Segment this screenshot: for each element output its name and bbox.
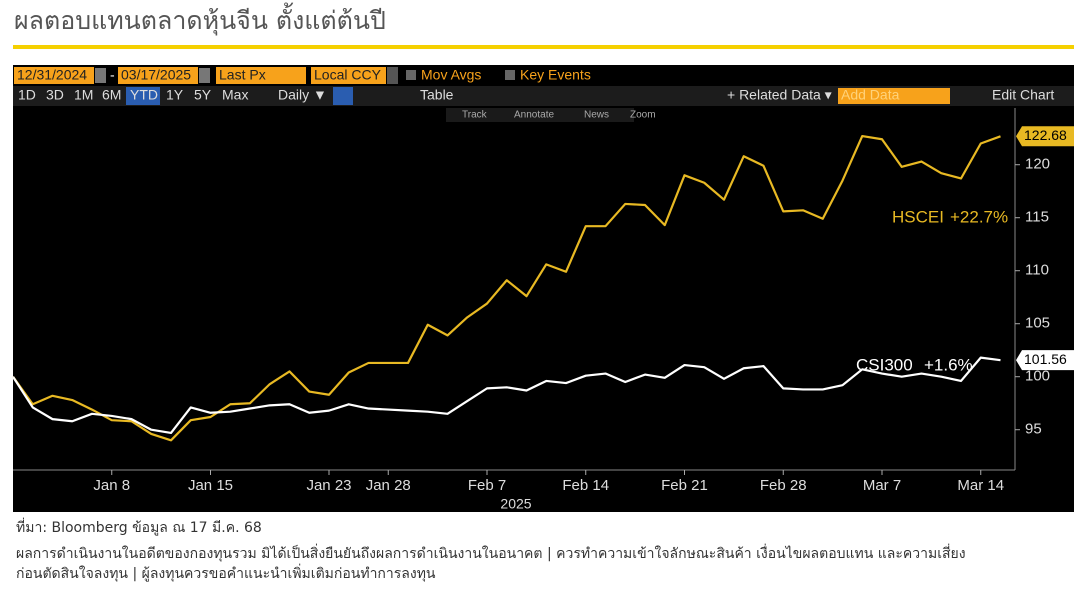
mov-avgs[interactable]: Mov Avgs xyxy=(421,67,481,83)
x-axis-label: 2025 xyxy=(500,496,531,512)
series-name: HSCEI xyxy=(892,207,944,226)
page-title: ผลตอบแทนตลาดหุ้นจีน ตั้งแต่ต้นปี xyxy=(14,2,386,36)
period-button[interactable]: 1Y xyxy=(166,87,184,103)
y-tick-label: 100 xyxy=(1025,368,1050,385)
series-line xyxy=(12,356,1001,434)
field-label: Last Px xyxy=(219,67,266,83)
y-tick-label: 95 xyxy=(1025,421,1042,438)
date-separator: - xyxy=(110,67,115,83)
edit-chart[interactable]: Edit Chart xyxy=(992,87,1054,103)
last-value-label: 101.56 xyxy=(1024,351,1067,367)
x-tick-label: Mar 7 xyxy=(863,477,901,494)
start-date-field[interactable] xyxy=(14,67,94,84)
table-button[interactable]: Table xyxy=(420,87,454,103)
currency-label: Local CCY xyxy=(314,67,382,83)
key-events[interactable]: Key Events xyxy=(520,67,591,83)
period-button[interactable]: YTD xyxy=(130,87,158,103)
x-tick-label: Jan 15 xyxy=(188,477,233,494)
tool-button[interactable]: Annotate xyxy=(514,110,554,121)
currency-dropdown[interactable] xyxy=(387,67,398,84)
period-button[interactable]: 1D xyxy=(18,87,36,103)
end-date-field[interactable] xyxy=(118,67,198,84)
tool-button[interactable]: Zoom xyxy=(630,110,656,121)
y-tick-label: 115 xyxy=(1025,209,1049,226)
add-data: Add Data xyxy=(841,87,900,103)
period-selected xyxy=(126,87,160,105)
calendar-icon[interactable] xyxy=(199,68,210,83)
x-tick-label: Jan 23 xyxy=(306,477,351,494)
x-tick-label: Jan 8 xyxy=(93,477,130,494)
period-button[interactable]: 6M xyxy=(102,87,121,103)
checkbox[interactable] xyxy=(406,70,416,80)
tool-button[interactable]: Track xyxy=(462,110,488,121)
series-line xyxy=(12,134,1001,442)
frequency[interactable]: Daily ▼ xyxy=(278,87,327,103)
x-tick-label: Jan 28 xyxy=(366,477,411,494)
toolbar-row-1: 12/31/2024 - 03/17/2025 Last Px Local CC… xyxy=(14,67,591,84)
calendar-icon[interactable] xyxy=(95,68,106,83)
last-value-label: 122.68 xyxy=(1024,127,1067,143)
series-name: CSI300 xyxy=(856,355,913,374)
checkbox[interactable] xyxy=(505,70,515,80)
field-select[interactable] xyxy=(216,67,306,84)
toolbar-row-2 xyxy=(13,86,1074,106)
chart-panel xyxy=(13,65,1074,512)
tool-button[interactable]: News xyxy=(584,110,609,121)
x-tick-label: Feb 21 xyxy=(661,477,708,494)
y-tick-label: 110 xyxy=(1025,262,1049,279)
toolbar-row-2-items: Daily ▼ Table + Related Data ▾ Add Data … xyxy=(278,87,1054,105)
last-value-box xyxy=(1016,350,1074,371)
period-button[interactable]: 5Y xyxy=(194,87,212,103)
series-change: +22.7% xyxy=(950,207,1008,226)
x-tick-label: Feb 28 xyxy=(760,477,807,494)
last-value-box xyxy=(1016,126,1074,147)
add-data-field[interactable] xyxy=(838,88,950,104)
source: ที่มา: Bloomberg ข้อมูล ณ 17 มี.ค. 68 xyxy=(16,518,262,536)
currency-select[interactable] xyxy=(311,67,386,84)
y-tick-label: 120 xyxy=(1025,156,1050,173)
period-button[interactable]: 3D xyxy=(46,87,64,103)
title-rule xyxy=(13,45,1074,49)
start-date: 12/31/2024 xyxy=(17,67,87,83)
y-tick-label: 105 xyxy=(1025,315,1050,332)
related-data[interactable]: + Related Data ▾ xyxy=(727,87,832,103)
end-date: 03/17/2025 xyxy=(121,67,191,83)
x-tick-label: Feb 14 xyxy=(562,477,609,494)
x-tick-label: Feb 7 xyxy=(468,477,506,494)
period-button[interactable]: 1M xyxy=(74,87,93,103)
x-tick-label: Mar 14 xyxy=(957,477,1004,494)
line-chart-button[interactable] xyxy=(333,87,353,105)
period-button[interactable]: Max xyxy=(222,87,248,103)
disclaimer-line: ก่อนตัดสินใจลงทุน | ผู้ลงทุนควรขอคำแนะนำ… xyxy=(16,564,436,582)
tools-bar xyxy=(446,108,634,122)
disclaimer-line: ผลการดำเนินงานในอดีตของกองทุนรวม มิได้เป… xyxy=(16,544,966,562)
series-change: +1.6% xyxy=(924,355,973,374)
